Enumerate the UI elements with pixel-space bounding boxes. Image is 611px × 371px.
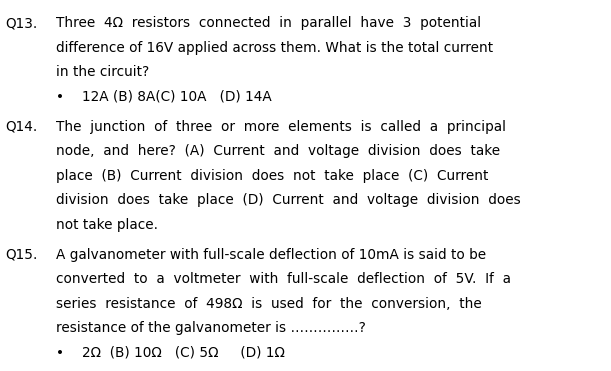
- Text: Three  4Ω  resistors  connected  in  parallel  have  3  potential: Three 4Ω resistors connected in parallel…: [56, 16, 481, 30]
- Text: not take place.: not take place.: [56, 217, 158, 232]
- Text: Q15.: Q15.: [5, 247, 37, 262]
- Text: Q13.: Q13.: [5, 16, 37, 30]
- Text: resistance of the galvanometer is ……………?: resistance of the galvanometer is ……………?: [56, 321, 366, 335]
- Text: Q14.: Q14.: [5, 119, 37, 134]
- Text: A galvanometer with full-scale deflection of 10mA is said to be: A galvanometer with full-scale deflectio…: [56, 247, 486, 262]
- Text: •: •: [56, 89, 64, 104]
- Text: 2Ω  (B) 10Ω   (C) 5Ω     (D) 1Ω: 2Ω (B) 10Ω (C) 5Ω (D) 1Ω: [82, 345, 285, 359]
- Text: difference of 16V applied across them. What is the total current: difference of 16V applied across them. W…: [56, 40, 493, 55]
- Text: in the circuit?: in the circuit?: [56, 65, 149, 79]
- Text: The  junction  of  three  or  more  elements  is  called  a  principal: The junction of three or more elements i…: [56, 119, 506, 134]
- Text: •: •: [56, 345, 64, 359]
- Text: place  (B)  Current  division  does  not  take  place  (C)  Current: place (B) Current division does not take…: [56, 168, 488, 183]
- Text: series  resistance  of  498Ω  is  used  for  the  conversion,  the: series resistance of 498Ω is used for th…: [56, 296, 481, 311]
- Text: 12A (B) 8A(C) 10A   (D) 14A: 12A (B) 8A(C) 10A (D) 14A: [82, 89, 272, 104]
- Text: node,  and  here?  (A)  Current  and  voltage  division  does  take: node, and here? (A) Current and voltage …: [56, 144, 500, 158]
- Text: converted  to  a  voltmeter  with  full-scale  deflection  of  5V.  If  a: converted to a voltmeter with full-scale…: [56, 272, 511, 286]
- Text: division  does  take  place  (D)  Current  and  voltage  division  does: division does take place (D) Current and…: [56, 193, 521, 207]
